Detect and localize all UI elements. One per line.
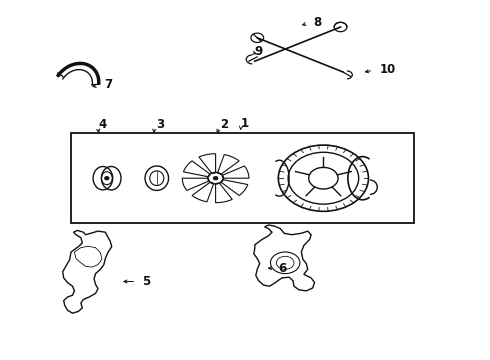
Text: 7: 7 (104, 78, 112, 91)
Text: 4: 4 (98, 118, 106, 131)
Circle shape (213, 176, 218, 180)
Text: 2: 2 (220, 118, 229, 131)
Text: 5: 5 (142, 275, 150, 288)
Text: 3: 3 (156, 118, 164, 131)
Bar (71, 133, 414, 223)
Text: 8: 8 (314, 16, 322, 29)
Circle shape (105, 177, 109, 180)
Text: 10: 10 (380, 63, 396, 76)
Text: 6: 6 (278, 262, 287, 275)
Text: 1: 1 (241, 117, 249, 130)
Text: 9: 9 (255, 45, 263, 58)
